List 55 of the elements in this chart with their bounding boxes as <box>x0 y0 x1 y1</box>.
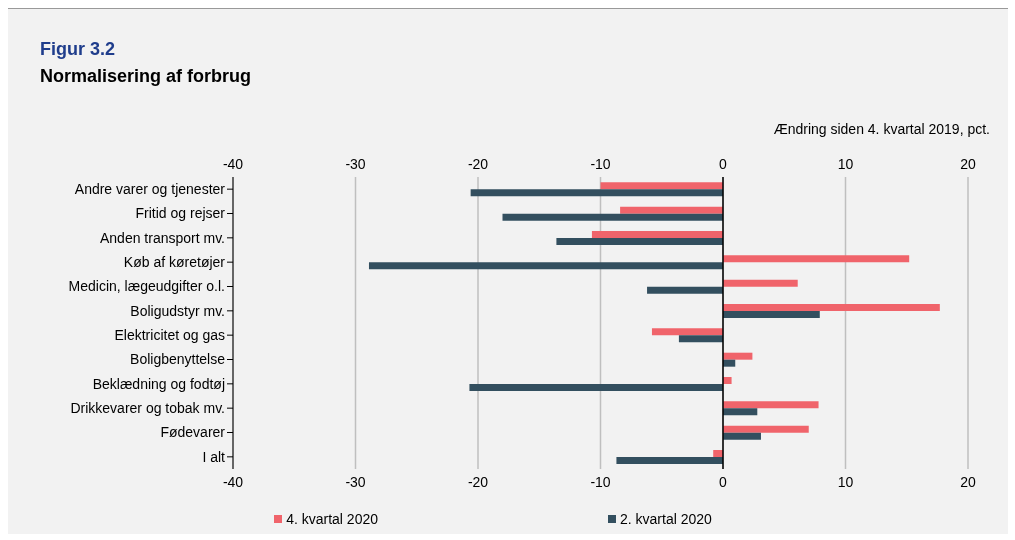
bar <box>469 384 723 392</box>
x2-tick-label: -20 <box>467 156 489 172</box>
y-tick-label: Køb af køretøjer <box>123 254 226 271</box>
y-tick-label: Fritid og rejser <box>135 205 226 222</box>
bar <box>723 425 809 433</box>
x-tick-label: 0 <box>719 473 728 490</box>
y-tick-label: Elektricitet og gas <box>114 327 225 344</box>
bar <box>713 450 723 458</box>
bar <box>723 279 798 287</box>
y-tick-label: Anden transport mv. <box>99 229 225 246</box>
x2-tick-label: 0 <box>719 156 728 172</box>
x2-tick-label: -10 <box>590 156 611 172</box>
bar <box>470 189 723 197</box>
bar <box>723 352 753 360</box>
bar <box>723 311 820 319</box>
bar <box>678 335 723 343</box>
bar <box>723 304 940 312</box>
bar <box>723 408 758 416</box>
bar <box>591 231 723 239</box>
x-tick-label: -30 <box>345 473 366 490</box>
bar <box>723 255 910 263</box>
x2-axis-title: Ændring siden 4. kvartal 2019, pct. <box>772 121 991 137</box>
y-tick-label: Medicin, lægeudgifter o.l. <box>68 278 225 295</box>
y-tick-label: I alt <box>202 448 226 465</box>
legend-label: 2. kvartal 2020 <box>619 511 712 527</box>
bar <box>368 262 723 270</box>
y-tick-label: Boligbenyttelse <box>130 351 226 368</box>
y-tick-label: Boligudstyr mv. <box>130 302 225 319</box>
x2-tick-label: 20 <box>960 156 976 172</box>
text: Figur 3.2 <box>40 39 116 60</box>
bar <box>502 213 723 221</box>
x-tick-label: -20 <box>467 473 489 490</box>
x-tick-label: -40 <box>222 473 244 490</box>
chart-subtitle: Normalisering af forbrug <box>40 66 253 87</box>
x2-tick-label: 10 <box>837 156 854 172</box>
x2-tick-label: -30 <box>345 156 366 172</box>
x-tick-label: 10 <box>837 473 854 490</box>
bar <box>723 401 819 409</box>
bar <box>723 432 761 440</box>
x2-tick-label: -40 <box>222 156 244 172</box>
bar <box>600 182 723 190</box>
y-tick-label: Beklædning og fodtøj <box>92 375 225 392</box>
bar <box>723 359 736 367</box>
bar <box>723 377 732 385</box>
bar <box>651 328 723 336</box>
y-tick-label: Drikkevarer og tobak mv. <box>70 400 225 417</box>
bar <box>556 238 723 246</box>
bar <box>620 206 723 214</box>
bar <box>647 286 723 294</box>
x-tick-label: 20 <box>960 473 976 490</box>
bar <box>616 457 723 465</box>
y-tick-label: Andre varer og tjenester <box>74 181 226 198</box>
x-tick-label: -10 <box>590 473 611 490</box>
y-tick-label: Fødevarer <box>160 424 226 441</box>
legend-label: 4. kvartal 2020 <box>285 511 378 527</box>
